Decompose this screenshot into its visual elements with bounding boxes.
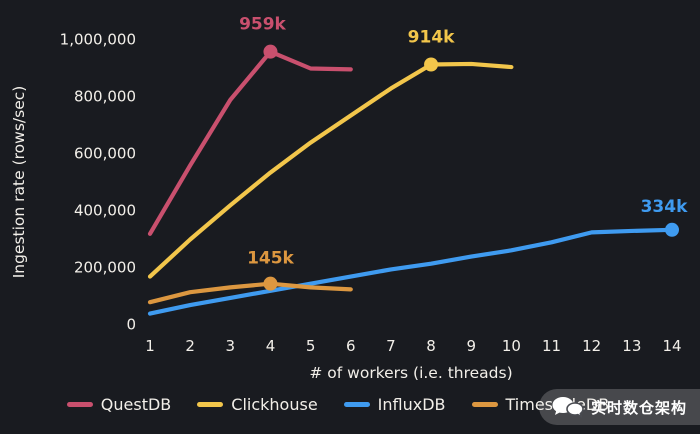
legend-label: QuestDB [100, 395, 172, 414]
legend-item-influxdb[interactable]: InfluxDB [343, 395, 446, 414]
legend-label: InfluxDB [377, 395, 446, 414]
watermark-text: 实时数仓架构 [590, 398, 687, 417]
x-tick-label: 6 [346, 337, 356, 355]
x-tick-label: 1 [145, 337, 155, 355]
x-tick-label: 14 [662, 337, 681, 355]
y-tick-label: 600,000 [74, 145, 136, 163]
legend-item-clickhouse[interactable]: Clickhouse [197, 395, 318, 414]
marker-questdb [263, 44, 278, 59]
y-tick-label: 400,000 [74, 202, 136, 220]
x-tick-label: 8 [426, 337, 436, 355]
legend-swatch [197, 402, 224, 407]
y-tick-label: 0 [126, 316, 136, 334]
x-tick-label: 7 [386, 337, 396, 355]
series-line-influxdb [147, 227, 675, 316]
y-tick-label: 200,000 [74, 259, 136, 277]
ingestion-rate-line-chart: Ingestion rate (rows/sec) 0 200,000 400,00… [10, 15, 688, 355]
y-axis-title: Ingestion rate (rows/sec) [10, 86, 28, 279]
legend-swatch [471, 402, 498, 407]
y-tick-label: 1,000,000 [60, 31, 136, 49]
marker-clickhouse [424, 57, 439, 72]
annotation-334k: 334k [641, 197, 688, 217]
x-tick-label: 13 [622, 337, 641, 355]
legend-label: Clickhouse [231, 395, 318, 414]
x-tick-label: 3 [226, 337, 236, 355]
y-tick-label: 800,000 [74, 88, 136, 106]
chat-bubbles-icon [550, 395, 584, 419]
x-axis-title: # of workers (i.e. threads) [309, 364, 513, 382]
x-tick-label: 5 [306, 337, 316, 355]
x-tick-label: 9 [466, 337, 476, 355]
marker-timescaledb [263, 276, 278, 291]
series-line-clickhouse [147, 61, 514, 279]
legend-swatch [343, 402, 370, 407]
x-tick-label: 4 [266, 337, 276, 355]
marker-influxdb [665, 222, 679, 237]
annotation-145k: 145k [247, 249, 294, 269]
x-tick-label: 11 [542, 337, 561, 355]
series-line-questdb [147, 49, 353, 236]
x-tick-label: 10 [502, 337, 521, 355]
annotation-959k: 959k [239, 15, 286, 35]
annotation-914k: 914k [408, 28, 455, 48]
legend-swatch [66, 402, 93, 407]
watermark: 实时数仓架构 [538, 389, 700, 425]
x-tick-label: 2 [185, 337, 195, 355]
series-line-timescaledb [147, 281, 353, 305]
x-tick-label: 12 [582, 337, 601, 355]
legend-item-questdb[interactable]: QuestDB [66, 395, 172, 414]
